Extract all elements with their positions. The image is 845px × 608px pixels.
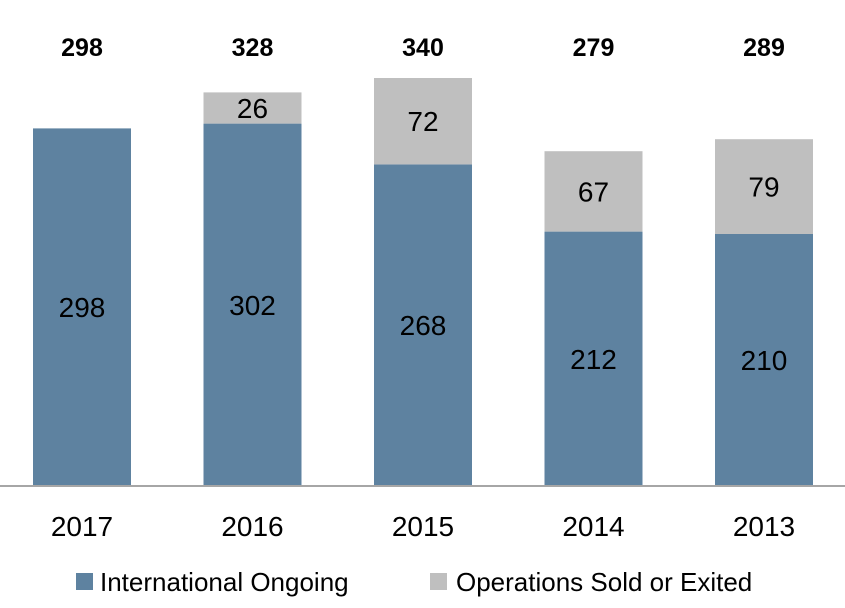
segment-label-2015-series-0: 268 [400,310,447,341]
legend-swatch-series-0 [76,573,93,590]
bars-group [33,78,813,486]
segment-label-2016-series-0: 302 [229,290,276,321]
x-tick-labels-group: 2017 2016 2015 2014 2013 [51,511,795,542]
segment-label-2014-series-0: 212 [570,344,617,375]
total-label-2013: 289 [743,34,785,62]
legend-label-series-1: Operations Sold or Exited [456,567,752,597]
x-tick-label-2017: 2017 [51,511,113,542]
total-label-2015: 340 [402,34,444,62]
x-tick-label-2014: 2014 [562,511,624,542]
bar-2014-series-1 [544,151,643,232]
bar-2016-series-1 [203,92,302,124]
segment-label-2014-series-1: 67 [578,176,609,207]
segment-label-2013-series-0: 210 [741,345,788,376]
x-tick-label-2015: 2015 [392,511,454,542]
x-tick-label-2016: 2016 [221,511,283,542]
bar-2017-series-0 [33,128,131,486]
bar-2015-series-0 [374,164,472,486]
total-label-2014: 279 [573,34,615,62]
total-label-2017: 298 [61,34,103,62]
legend: International Ongoing Operations Sold or … [76,567,752,597]
segment-labels-group: 298 302 26 268 72 212 67 210 79 [59,93,788,376]
legend-swatch-series-1 [430,573,447,590]
bar-2014-series-0 [544,231,643,486]
x-tick-label-2013: 2013 [733,511,795,542]
bar-2013-series-0 [715,234,813,486]
segment-label-2015-series-1: 72 [407,106,438,137]
segment-label-2013-series-1: 79 [748,172,779,203]
legend-label-series-0: International Ongoing [100,567,349,597]
bar-2013-series-1 [715,139,813,234]
segment-label-2016-series-1: 26 [237,93,268,124]
bar-2015-series-1 [374,78,472,165]
bar-2016-series-0 [203,123,302,486]
total-labels-group: 298 328 340 279 289 [61,34,785,62]
segment-label-2017-series-0: 298 [59,292,106,323]
total-label-2016: 328 [232,34,274,62]
